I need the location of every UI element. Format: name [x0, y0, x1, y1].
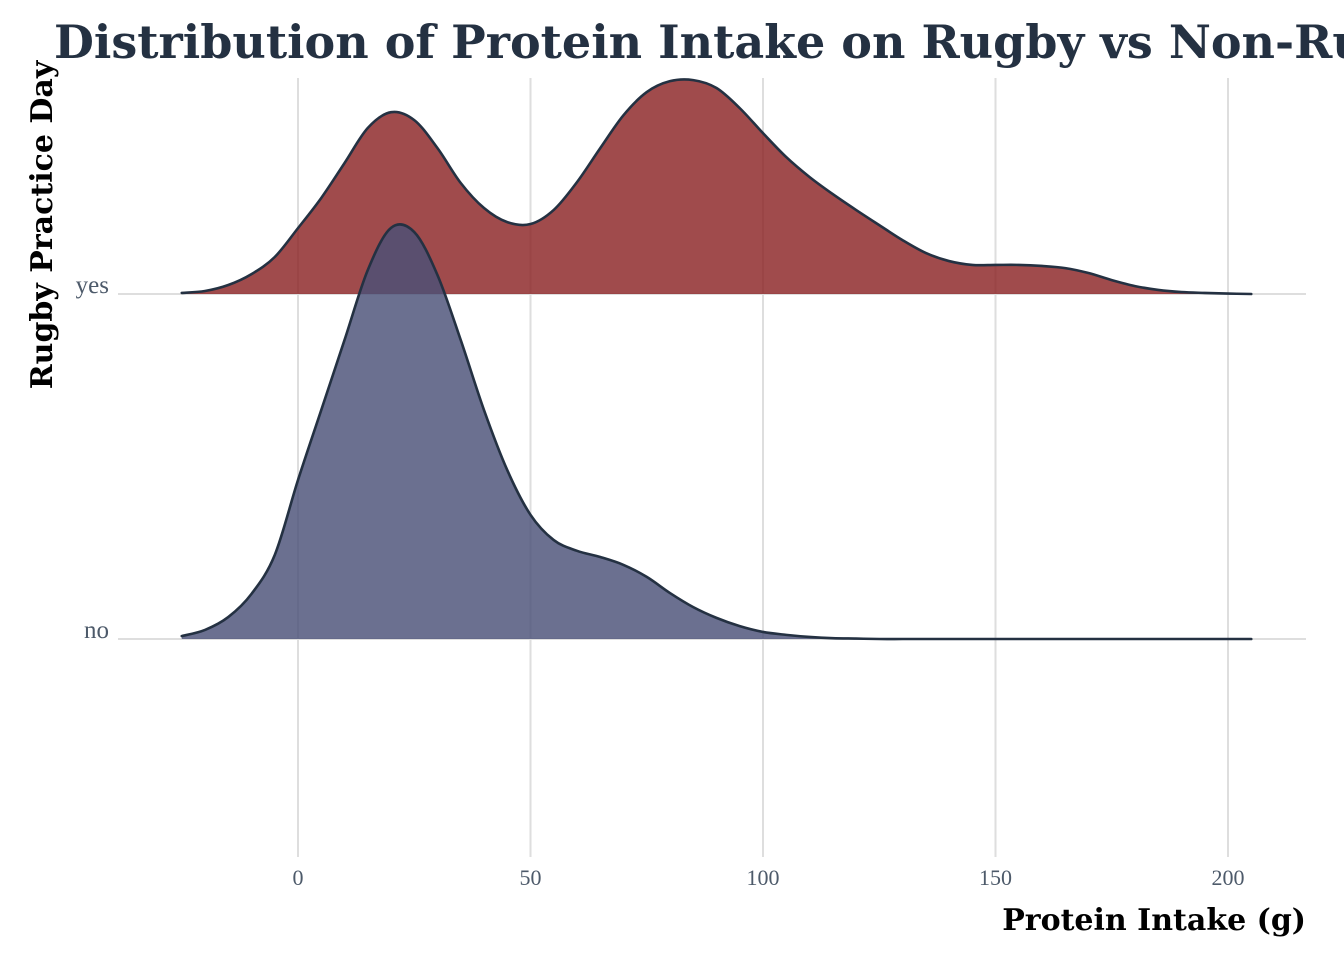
- x-axis-title: Protein Intake (g): [1002, 903, 1306, 938]
- x-tick-label-100: 100: [747, 865, 780, 890]
- y-tick-labels: no yes: [76, 272, 109, 644]
- ridge-no: [180, 223, 1253, 641]
- ridges: [180, 78, 1253, 641]
- x-tick-labels: 0 50 100 150 200: [293, 865, 1245, 890]
- y-tick-label-no: no: [84, 617, 109, 644]
- ridge-outline-no: [180, 223, 1253, 641]
- x-tick-label-150: 150: [979, 865, 1012, 890]
- y-axis-title: Rugby Practice Day: [25, 59, 60, 389]
- x-tick-label-200: 200: [1212, 865, 1245, 890]
- ridge-yes: [180, 78, 1253, 296]
- ridge-outline-yes: [180, 78, 1253, 296]
- x-tick-label-0: 0: [293, 865, 304, 890]
- chart-title: Distribution of Protein Intake on Rugby …: [54, 15, 1344, 69]
- ridge-fill-yes: [181, 79, 1252, 295]
- x-tick-label-50: 50: [520, 865, 542, 890]
- y-tick-label-yes: yes: [76, 272, 109, 299]
- ridge-fill-no: [181, 224, 1252, 640]
